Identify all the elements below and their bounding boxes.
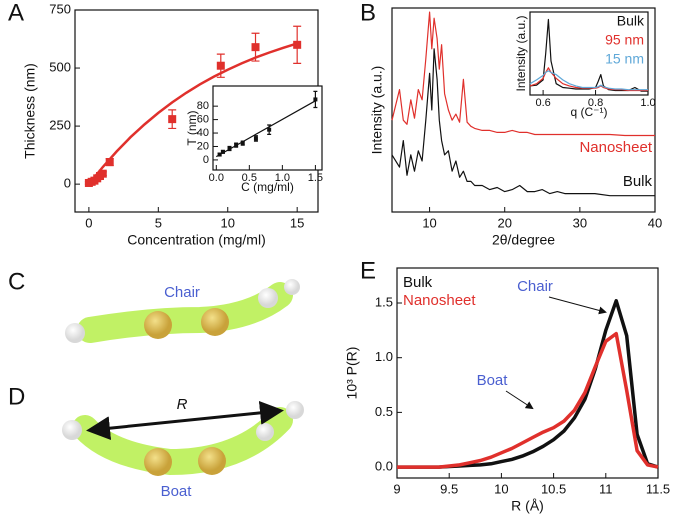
annotation: Chair (517, 278, 553, 295)
y-tick-label: 0.5 (375, 404, 393, 419)
annotation: Boat (477, 372, 509, 389)
panel-label: D (8, 383, 25, 410)
marker (253, 136, 258, 141)
fit-line (216, 100, 316, 158)
marker (234, 143, 239, 148)
x-tick-label: 11 (599, 481, 613, 496)
y-tick-label: 0 (203, 154, 209, 166)
series-line (391, 11, 655, 137)
x-tick-label: 30 (573, 215, 587, 230)
x-tick-label: 5 (155, 215, 162, 230)
marker (267, 127, 272, 132)
fit-line (87, 42, 298, 185)
marker (227, 146, 232, 151)
marker (251, 43, 260, 52)
legend-entry: Nanosheet (579, 139, 652, 156)
y-axis-label: Intensity (a.u.) (514, 15, 528, 91)
conformer-label: Chair (164, 284, 200, 301)
y-tick-label: 80 (197, 100, 209, 112)
chair-molecule (65, 279, 300, 343)
y-tick-label: 1.5 (375, 294, 393, 309)
panel-label: E (360, 257, 376, 284)
x-axis-label: R (Å) (511, 498, 544, 514)
x-tick-label: 1.0 (275, 172, 290, 184)
x-axis-label: Concentration (mg/ml) (127, 232, 266, 248)
x-tick-label: 10 (422, 215, 436, 230)
marker (240, 141, 245, 146)
y-axis-label: Thickness (nm) (22, 63, 38, 159)
x-tick-label: 0.8 (588, 97, 603, 109)
y-axis-label: Intensity (a.u.) (369, 66, 385, 155)
x-tick-label: 0.0 (209, 172, 224, 184)
series-line (529, 70, 648, 91)
marker (98, 169, 107, 178)
x-tick-label: 10 (494, 481, 508, 496)
x-tick-label: 15 (290, 215, 304, 230)
y-tick-label: 0.0 (375, 459, 393, 474)
x-tick-label: 10 (221, 215, 235, 230)
annotation-arrow (505, 390, 534, 410)
legend-entry: Bulk (623, 173, 653, 190)
boat-molecule (62, 400, 304, 476)
conformer-label: Boat (161, 483, 193, 500)
legend-entry: Bulk (617, 13, 645, 29)
y-tick-label: 20 (197, 140, 209, 152)
x-tick-label: 0 (85, 215, 92, 230)
y-tick-label: 60 (197, 114, 209, 126)
x-tick-label: 40 (648, 215, 662, 230)
y-tick-label: 750 (49, 1, 71, 16)
x-axis-label: q (C⁻¹) (571, 105, 608, 119)
x-tick-label: 10.5 (541, 481, 566, 496)
y-tick-label: 500 (49, 59, 71, 74)
x-tick-label: 11.5 (646, 481, 670, 496)
legend-entry: Nanosheet (403, 292, 476, 309)
panel-label: B (360, 0, 376, 26)
panel-label: A (8, 0, 24, 26)
y-tick-label: 0 (64, 176, 71, 191)
marker (105, 158, 114, 167)
legend-entry: 95 nm (605, 32, 644, 48)
marker (313, 97, 318, 102)
x-tick-label: 20 (497, 215, 511, 230)
marker (168, 115, 177, 124)
annotation-arrow (548, 296, 607, 315)
x-axis-label: C (mg/ml) (241, 180, 294, 194)
distance-label: R (177, 396, 188, 413)
legend-entry: Bulk (403, 274, 433, 291)
x-tick-label: 1.5 (308, 172, 323, 184)
x-tick-label: 0.5 (242, 172, 257, 184)
panel-label: C (8, 268, 25, 295)
y-axis-label: T (nm) (185, 110, 199, 145)
marker (220, 149, 225, 154)
x-tick-label: 0.6 (535, 97, 550, 109)
y-axis-label: 10³ P(R) (344, 347, 360, 400)
series-line (391, 48, 655, 197)
x-axis-label: 2θ/degree (492, 232, 555, 248)
y-tick-label: 250 (49, 118, 71, 133)
marker (216, 61, 225, 70)
series-line (529, 67, 648, 92)
x-tick-label: 1.0 (640, 97, 655, 109)
y-tick-label: 40 (197, 127, 209, 139)
marker (217, 152, 222, 157)
x-tick-label: 9 (393, 481, 400, 496)
x-tick-label: 9.5 (440, 481, 458, 496)
series-line (397, 331, 659, 469)
y-tick-label: 1.0 (375, 349, 393, 364)
marker (293, 40, 302, 49)
plot-frame (74, 9, 319, 213)
plot-frame (529, 11, 649, 96)
legend-entry: 15 nm (605, 51, 644, 67)
